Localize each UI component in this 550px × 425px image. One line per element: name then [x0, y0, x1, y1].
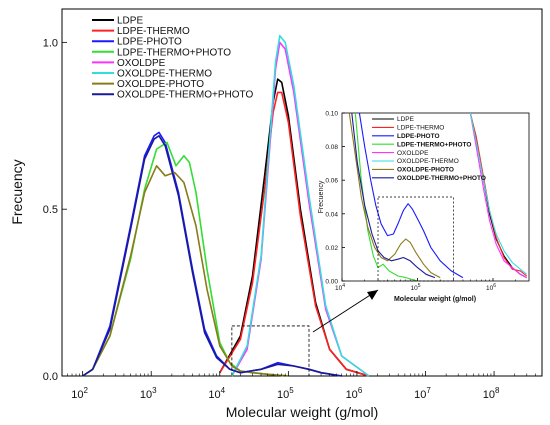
main-legend: LDPELDPE-THERMOLDPE-PHOTOLDPE-THERMO+PHO… — [92, 16, 253, 101]
main-legend-label-4: OXOLDPE — [117, 58, 166, 69]
inset-legend-label-6: OXOLDPE-PHOTO — [397, 167, 454, 174]
main-x-tick-label-1: 103 — [140, 386, 157, 401]
inset-y-tick-label-5: 0.10 — [325, 111, 338, 118]
main-x-tick-label-5: 107 — [414, 386, 431, 401]
main-ticks: 102 103 104 105 106 107 108 0.0 0.5 1.0 — [43, 37, 536, 401]
main-plot-frame — [61, 8, 543, 377]
main-series-5 — [231, 34, 370, 377]
main-series-group — [82, 34, 370, 377]
inset-legend-label-3: LDPE-THERMO+PHOTO — [397, 141, 471, 148]
main-x-axis-title: Molecular weight (g/mol) — [226, 404, 379, 420]
inset-x-axis-title: Molecular weight (g/mol) — [394, 296, 476, 303]
main-x-tick-label-6: 108 — [483, 386, 500, 401]
inset-series-2 — [358, 112, 464, 279]
inset-y-tick-label-0: 0.00 — [325, 279, 338, 286]
main-legend-label-6: OXOLDPE-PHOTO — [117, 79, 204, 90]
inset-y-tick-label-3: 0.06 — [325, 178, 338, 185]
main-legend-label-3: LDPE-THERMO+PHOTO — [117, 47, 231, 58]
main-legend-label-7: OXOLDPE-THERMO+PHOTO — [117, 90, 253, 101]
main-y-tick-label-2: 1.0 — [43, 37, 58, 49]
inset-x-tick-label-0: 104 — [335, 283, 345, 292]
zoom-arrow — [312, 289, 379, 333]
inset-series-4 — [469, 112, 527, 279]
main-zoom-box — [231, 325, 310, 377]
main-series-7 — [82, 135, 342, 377]
main-x-tick-label-4: 106 — [346, 386, 363, 401]
inset-y-tick-label-1: 0.02 — [325, 245, 338, 252]
inset-series-5 — [469, 112, 528, 275]
inset-legend-label-7: OXOLDPE-THERMO+PHOTO — [397, 175, 486, 182]
main-legend-label-1: LDPE-THERMO — [117, 26, 190, 37]
main-x-tick-label-2: 104 — [208, 386, 225, 401]
inset-legend-label-5: OXOLDPE-THERMO — [397, 158, 459, 165]
inset-series-1 — [469, 112, 528, 277]
inset-y-tick-label-2: 0.04 — [325, 211, 338, 218]
main-x-tick-label-0: 102 — [71, 386, 88, 401]
main-legend-label-2: LDPE-PHOTO — [117, 37, 182, 48]
inset-series-group — [348, 112, 528, 282]
inset-legend: LDPE LDPE-THERMOLDPE-PHOTOLDPE-THERMO+PHO… — [372, 116, 486, 182]
main-y-axis-title: Frecuency — [9, 159, 25, 224]
main-x-tick-label-3: 105 — [277, 386, 294, 401]
inset-series-7 — [351, 112, 436, 279]
inset-legend-label-0: LDPE — [397, 116, 415, 123]
main-y-tick-label-0: 0.0 — [43, 371, 58, 383]
inset-legend-label-1: LDPE-THERMO — [397, 125, 444, 132]
main-y-tick-label-1: 0.5 — [43, 204, 58, 216]
inset-y-tick-label-4: 0.08 — [325, 144, 338, 151]
inset-series-6 — [348, 112, 441, 279]
inset-x-tick-label-1: 105 — [410, 283, 420, 292]
main-legend-label-5: OXOLDPE-THERMO — [117, 69, 212, 80]
main-series-1 — [219, 91, 370, 377]
inset-y-axis-title: Frecuency — [318, 180, 325, 213]
inset-zoom-box — [377, 196, 454, 282]
inset-legend-label-2: LDPE-PHOTO — [397, 133, 440, 140]
main-legend-label-0: LDPE — [117, 16, 143, 27]
inset-legend-label-4: OXOLDPE — [397, 150, 429, 157]
inset-x-tick-label-2: 106 — [486, 283, 496, 292]
inset-ticks: 104 105 106 0.00 0.02 0.04 0.06 0.08 0.10 — [325, 111, 517, 292]
